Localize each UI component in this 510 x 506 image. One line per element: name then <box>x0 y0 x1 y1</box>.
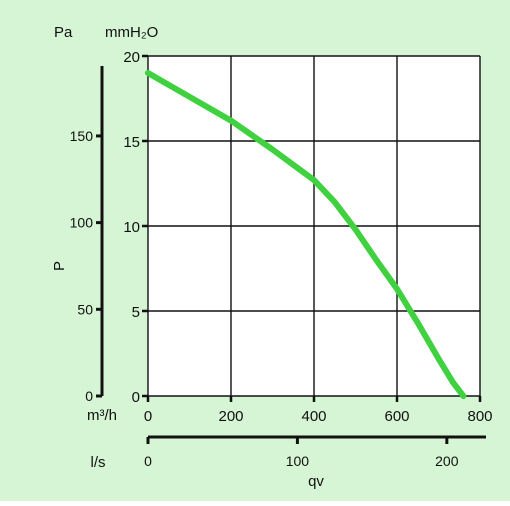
pa-unit-label: Pa <box>54 24 73 41</box>
m3h-unit-label: m³/h <box>87 407 117 424</box>
m3h-tick-label: 0 <box>144 408 152 425</box>
ls-tick-label: 200 <box>435 453 459 469</box>
ls-tick-label: 0 <box>144 453 152 469</box>
axes <box>96 54 486 444</box>
m3h-tick-label: 400 <box>301 408 326 425</box>
m3h-tick-label: 600 <box>384 408 409 425</box>
ls-tick-label: 100 <box>286 453 310 469</box>
ls-unit-label: l/s <box>91 454 106 471</box>
mmh2o-tick-label: 10 <box>123 219 140 236</box>
pa-tick-label: 0 <box>85 388 93 404</box>
pa-tick-label: 150 <box>70 128 94 144</box>
m3h-tick-label: 800 <box>467 408 492 425</box>
y-axis-title: P <box>51 261 68 271</box>
m3h-tick-label: 200 <box>218 408 243 425</box>
pa-tick-label: 50 <box>77 301 93 317</box>
pa-tick-label: 100 <box>70 215 94 231</box>
fan-curve-line <box>145 70 467 399</box>
mmh2o-unit-label: mmH₂O <box>105 24 158 41</box>
mmh2o-tick-label: 20 <box>123 49 140 66</box>
mmh2o-tick-label: 0 <box>132 389 140 406</box>
mmh2o-tick-label: 5 <box>132 304 140 321</box>
mmh2o-tick-label: 15 <box>123 134 140 151</box>
x-axis-title: qv <box>308 473 324 490</box>
